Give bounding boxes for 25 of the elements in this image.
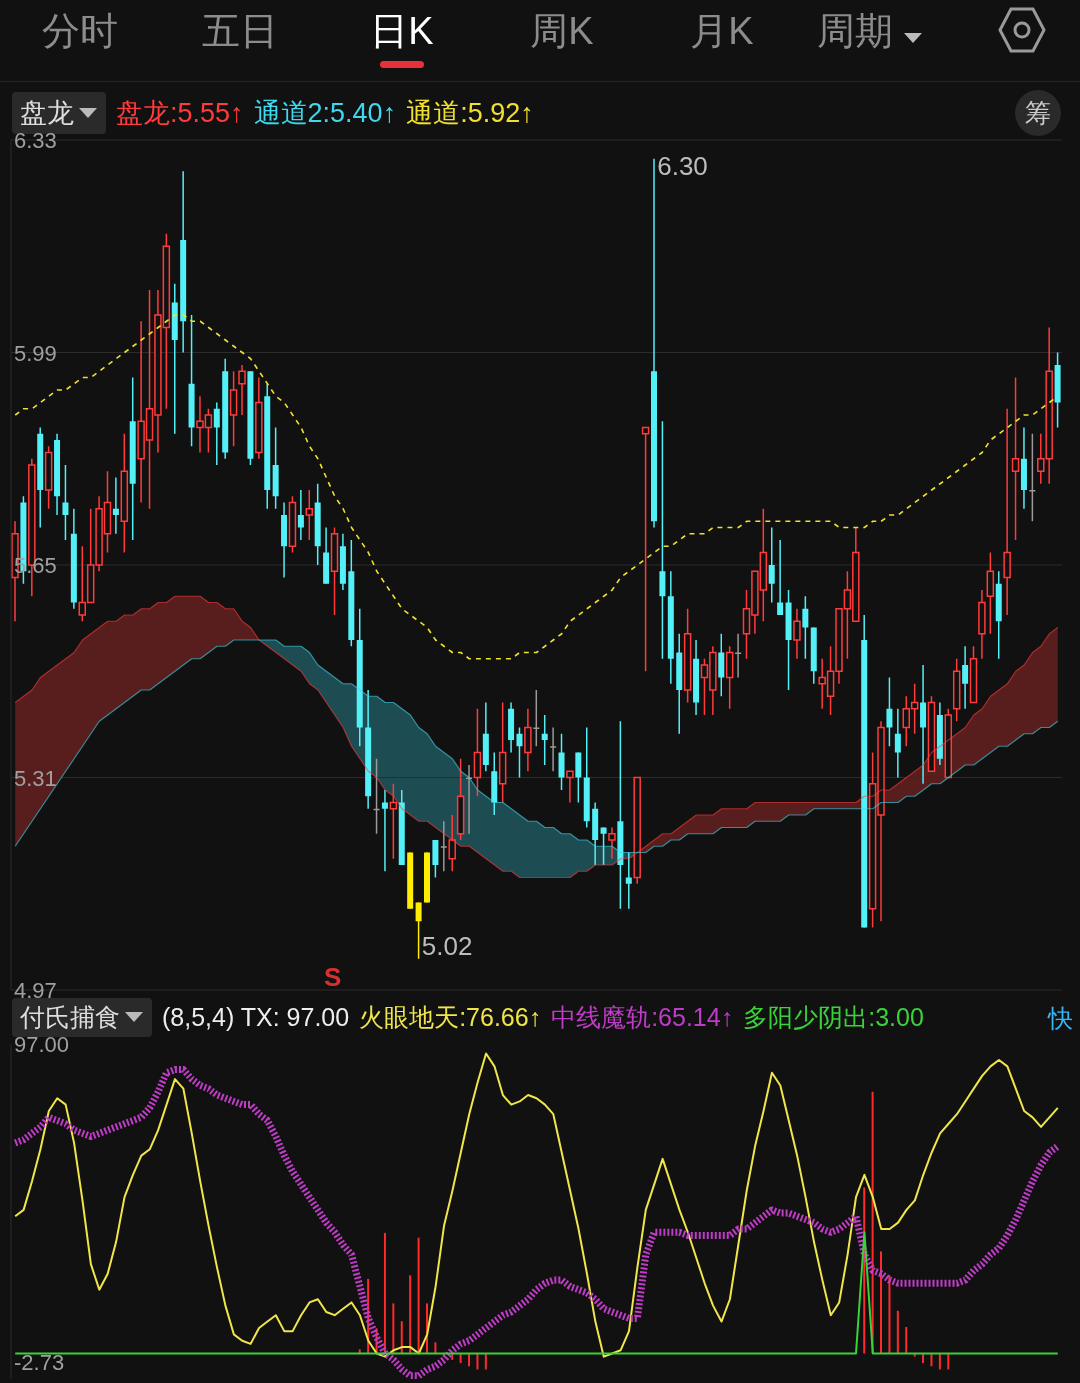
text: 火眼地天:76.66↑: [359, 1001, 542, 1033]
text: 通道:5.92↑: [406, 97, 534, 130]
text: 五日: [202, 9, 278, 54]
text: 盘龙: [12, 92, 106, 134]
y-tick-label: -2.73: [14, 1350, 65, 1376]
y-tick-label: 5.31: [14, 765, 57, 791]
text: (8,5,4) TX: 97.00: [162, 1002, 350, 1032]
text: 周期: [817, 9, 894, 54]
annotation: 5.02: [421, 930, 473, 961]
text: 中线魔轨:65.14↑: [551, 1001, 734, 1033]
text: 周K: [530, 9, 594, 54]
text: 付氏捕食: [20, 1002, 120, 1031]
text: 快: [1048, 1003, 1073, 1034]
text: 多阳少阴出:3.00: [743, 1001, 924, 1033]
y-tick-label: 5.99: [14, 340, 57, 366]
text: 月K: [690, 9, 754, 54]
text: 筹: [1015, 90, 1061, 136]
text: 通道2:5.40↑: [253, 97, 397, 130]
text: 盘龙:5.55↑: [116, 97, 244, 130]
text: 日K: [370, 9, 434, 54]
annotation: S: [324, 962, 342, 993]
y-tick-label: 97.00: [14, 1032, 70, 1057]
y-tick-label: 4.97: [14, 978, 57, 1003]
annotation: 6.30: [657, 150, 708, 181]
text: 分时: [42, 9, 118, 54]
